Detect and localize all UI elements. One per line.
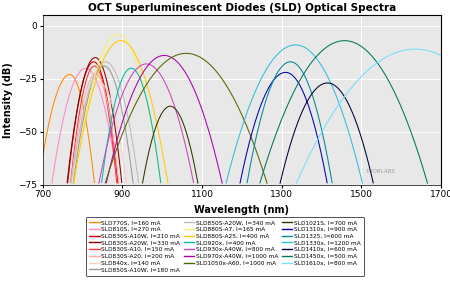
Title: OCT Superluminescent Diodes (SLD) Optical Spectra: OCT Superluminescent Diodes (SLD) Optica… — [88, 3, 396, 13]
Text: THORLABS: THORLABS — [365, 169, 395, 174]
Y-axis label: Intensity (dB): Intensity (dB) — [3, 62, 13, 138]
X-axis label: Wavelength (nm): Wavelength (nm) — [194, 205, 289, 215]
Legend: SLD770S, I=160 mA, SLD810S, I=270 mA, SLD830S-A10W, I=210 mA, SLD830S-A20W, I=33: SLD770S, I=160 mA, SLD810S, I=270 mA, SL… — [86, 217, 365, 276]
